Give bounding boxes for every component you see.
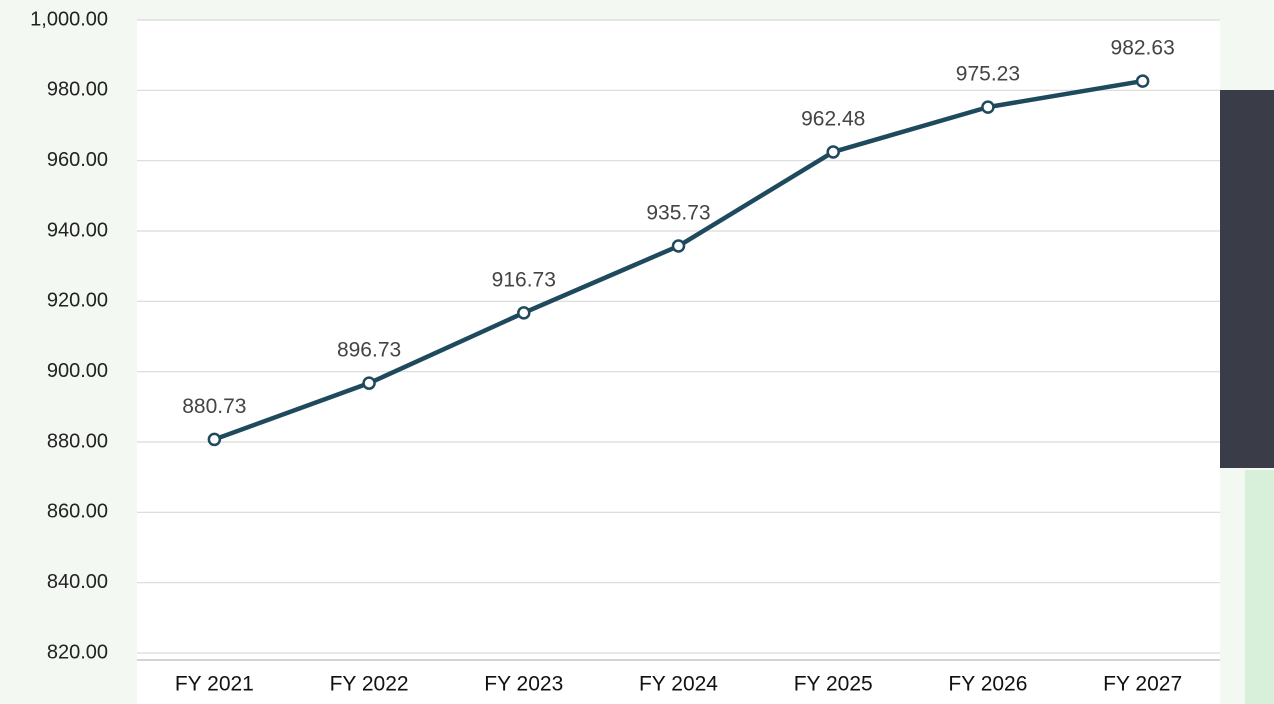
decor-strip bbox=[1220, 90, 1274, 468]
y-tick-label: 820.00 bbox=[47, 641, 108, 663]
page: {"chart_data": {"type": "line", "categor… bbox=[0, 0, 1274, 704]
y-tick-label: 1,000.00 bbox=[30, 8, 108, 30]
data-label: 962.48 bbox=[801, 107, 865, 130]
point bbox=[673, 241, 684, 252]
data-label: 975.23 bbox=[956, 63, 1020, 86]
data-label: 880.73 bbox=[182, 395, 246, 418]
point bbox=[518, 307, 529, 318]
x-tick-label: FY 2027 bbox=[1103, 673, 1182, 696]
data-label: 916.73 bbox=[492, 268, 556, 291]
point bbox=[982, 102, 993, 113]
data-label: 982.63 bbox=[1111, 37, 1175, 60]
y-tick-label: 880.00 bbox=[47, 430, 108, 452]
x-tick-label: FY 2022 bbox=[330, 673, 409, 696]
y-tick-label: 840.00 bbox=[47, 571, 108, 593]
y-tick-label: 900.00 bbox=[47, 360, 108, 382]
y-tick-label: 940.00 bbox=[47, 219, 108, 241]
y-tick-label: 980.00 bbox=[47, 79, 108, 101]
y-tick-label: 960.00 bbox=[47, 149, 108, 171]
data-label: 935.73 bbox=[646, 202, 710, 225]
y-tick-label: 920.00 bbox=[47, 290, 108, 312]
x-tick-label: FY 2026 bbox=[948, 673, 1027, 696]
data-label: 896.73 bbox=[337, 339, 401, 362]
point bbox=[828, 146, 839, 157]
decor-strip bbox=[1245, 470, 1274, 704]
x-tick-label: FY 2024 bbox=[639, 673, 718, 696]
plot-area bbox=[137, 20, 1220, 704]
x-tick-label: FY 2021 bbox=[175, 673, 254, 696]
point bbox=[364, 378, 375, 389]
x-tick-label: FY 2025 bbox=[794, 673, 873, 696]
point bbox=[1137, 76, 1148, 87]
y-tick-label: 860.00 bbox=[47, 501, 108, 523]
point bbox=[209, 434, 220, 445]
chart: 820.00 840.00 860.00 880.00 900.00 920.00 940.… bbox=[0, 0, 1274, 704]
x-tick-label: FY 2023 bbox=[484, 673, 563, 696]
